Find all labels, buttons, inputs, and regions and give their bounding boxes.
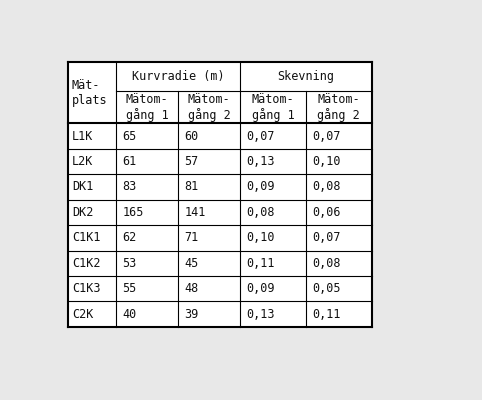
Text: 0,07: 0,07 bbox=[312, 231, 341, 244]
Text: 62: 62 bbox=[122, 231, 136, 244]
Text: C1K1: C1K1 bbox=[72, 231, 100, 244]
Text: 81: 81 bbox=[184, 180, 199, 194]
Text: 0,05: 0,05 bbox=[312, 282, 341, 295]
Text: 0,08: 0,08 bbox=[246, 206, 275, 219]
Text: 53: 53 bbox=[122, 257, 136, 270]
Text: 0,11: 0,11 bbox=[246, 257, 275, 270]
Text: 55: 55 bbox=[122, 282, 136, 295]
Text: 39: 39 bbox=[184, 308, 199, 320]
Text: 165: 165 bbox=[122, 206, 144, 219]
Text: 83: 83 bbox=[122, 180, 136, 194]
Text: 0,08: 0,08 bbox=[312, 257, 341, 270]
Text: DK2: DK2 bbox=[72, 206, 93, 219]
Text: 0,13: 0,13 bbox=[246, 155, 275, 168]
Text: 45: 45 bbox=[184, 257, 199, 270]
Text: C1K3: C1K3 bbox=[72, 282, 100, 295]
Text: 0,07: 0,07 bbox=[246, 130, 275, 143]
Text: L2K: L2K bbox=[72, 155, 93, 168]
Text: 0,07: 0,07 bbox=[312, 130, 341, 143]
Text: 0,10: 0,10 bbox=[246, 231, 275, 244]
Text: DK1: DK1 bbox=[72, 180, 93, 194]
Bar bbox=[68, 62, 372, 327]
Text: Mätom-
gång 1: Mätom- gång 1 bbox=[126, 93, 168, 122]
Text: 0,08: 0,08 bbox=[312, 180, 341, 194]
Text: Mätom-
gång 2: Mätom- gång 2 bbox=[187, 93, 230, 122]
Text: 0,09: 0,09 bbox=[246, 282, 275, 295]
Text: 61: 61 bbox=[122, 155, 136, 168]
Text: 0,11: 0,11 bbox=[312, 308, 341, 320]
Text: 60: 60 bbox=[184, 130, 199, 143]
Text: 0,13: 0,13 bbox=[246, 308, 275, 320]
Text: 0,06: 0,06 bbox=[312, 206, 341, 219]
Text: 40: 40 bbox=[122, 308, 136, 320]
Text: 0,10: 0,10 bbox=[312, 155, 341, 168]
Text: 0,09: 0,09 bbox=[246, 180, 275, 194]
Text: Mät-
plats: Mät- plats bbox=[72, 79, 107, 107]
Text: 71: 71 bbox=[184, 231, 199, 244]
Text: Skevning: Skevning bbox=[278, 70, 335, 83]
Text: Mätom-
gång 2: Mätom- gång 2 bbox=[318, 93, 360, 122]
Text: C1K2: C1K2 bbox=[72, 257, 100, 270]
Text: 65: 65 bbox=[122, 130, 136, 143]
Text: 57: 57 bbox=[184, 155, 199, 168]
Text: L1K: L1K bbox=[72, 130, 93, 143]
Text: C2K: C2K bbox=[72, 308, 93, 320]
Text: 48: 48 bbox=[184, 282, 199, 295]
Text: 141: 141 bbox=[184, 206, 206, 219]
Text: Kurvradie (m): Kurvradie (m) bbox=[132, 70, 224, 83]
Text: Mätom-
gång 1: Mätom- gång 1 bbox=[252, 93, 295, 122]
